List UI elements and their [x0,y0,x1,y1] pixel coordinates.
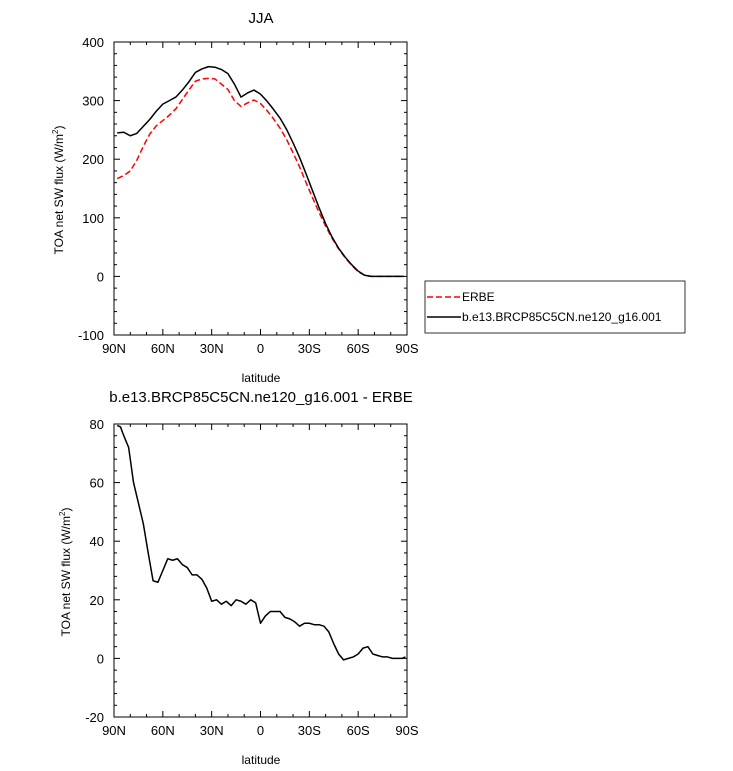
top-y-tick-label: 300 [82,94,104,109]
legend: ERBE b.e13.BRCP85C5CN.ne120_g16.001 [424,280,686,334]
bottom-y-axis-label: TOA net SW flux (W/m2) [58,508,73,637]
bottom-series-line-0 [116,424,406,661]
bottom-y-tick-label: -20 [85,710,104,725]
bottom-x-tick-label: 60S [347,723,370,738]
top-y-axis-label: TOA net SW flux (W/m2) [51,126,66,255]
top-series-line-1 [117,65,404,278]
bottom-chart-title: b.e13.BRCP85C5CN.ne120_g16.001 - ERBE [109,389,413,406]
top-x-tick-label: 0 [257,341,264,356]
top-x-tick-label: 90N [102,341,126,356]
top-x-tick-label: 90S [395,341,418,356]
bottom-y-tick-label: 60 [90,476,104,491]
bottom-y-axis-label-close: ) [59,508,73,512]
top-y-axis-label-superscript: 2 [51,129,60,134]
bottom-panel: b.e13.BRCP85C5CN.ne120_g16.001 - ERBE 90… [58,389,419,767]
top-series-layer [116,65,404,278]
top-y-axis-label-close: ) [52,126,66,130]
legend-label-erbe: ERBE [462,290,495,304]
bottom-x-tick-label: 0 [257,723,264,738]
bottom-series-layer [116,424,406,661]
top-y-tick-label: 100 [82,211,104,226]
top-y-tick-label: 200 [82,152,104,167]
top-x-tick-label: 60S [347,341,370,356]
top-x-tick-label: 30S [298,341,321,356]
legend-box [424,280,686,334]
top-plot-frame [113,41,408,336]
top-y-tick-label: 400 [82,35,104,50]
bottom-y-tick-label: 20 [90,593,104,608]
bottom-axis-ticks: 90N 60N 30N 0 30S 60S 90S -20 0 20 40 60 80 [85,417,419,738]
top-x-axis-label: latitude [242,371,281,385]
bottom-x-tick-label: 30N [200,723,224,738]
bottom-y-tick-label: 40 [90,534,104,549]
bottom-y-tick-label: 80 [90,417,104,432]
top-chart-title: JJA [248,10,273,27]
top-x-tick-label: 30N [200,341,224,356]
top-series-line-0 [116,77,404,278]
bottom-y-axis-label-superscript: 2 [58,511,67,516]
bottom-y-tick-label: 0 [97,651,104,666]
top-x-tick-label: 60N [151,341,175,356]
top-y-axis-label-main: TOA net SW flux (W/m [52,134,66,254]
bottom-plot-frame [113,423,408,718]
bottom-x-tick-label: 30S [298,723,321,738]
top-y-tick-label: -100 [78,328,104,343]
bottom-x-axis-label: latitude [242,753,281,767]
bottom-x-tick-label: 60N [151,723,175,738]
top-panel: JJA 90N 60N 30N 0 30S 60S 90S -100 0 100 200 300 400… [51,10,686,385]
legend-label-model: b.e13.BRCP85C5CN.ne120_g16.001 [462,310,662,324]
bottom-x-tick-label: 90N [102,723,126,738]
top-y-tick-label: 0 [97,269,104,284]
top-axis-ticks: 90N 60N 30N 0 30S 60S 90S -100 0 100 200 300 400 [78,35,419,356]
bottom-y-axis-label-main: TOA net SW flux (W/m [59,516,73,636]
bottom-x-tick-label: 90S [395,723,418,738]
